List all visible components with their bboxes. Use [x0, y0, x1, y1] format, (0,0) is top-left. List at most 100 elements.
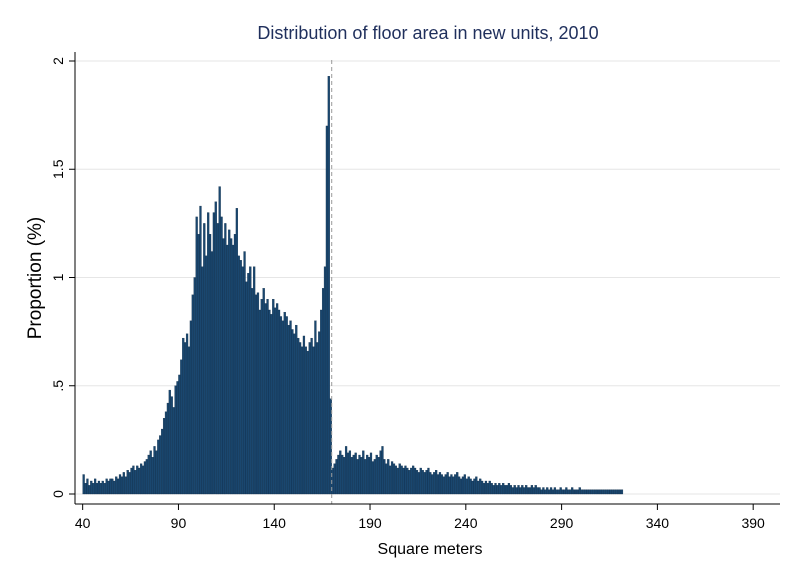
histogram-bar	[385, 463, 388, 495]
histogram-bar	[247, 273, 250, 495]
histogram-bar	[412, 465, 415, 495]
histogram-bar	[615, 489, 618, 495]
histogram-bar	[111, 478, 114, 495]
histogram-bar	[383, 459, 386, 495]
histogram-bar	[159, 435, 162, 495]
histogram-bar	[450, 474, 453, 495]
histogram-bar	[95, 483, 99, 495]
x-tick-label: 40	[75, 515, 91, 531]
y-tick-label: 1.5	[50, 159, 66, 179]
histogram-bar	[484, 480, 488, 495]
histogram-bar	[473, 478, 476, 495]
histogram-bar	[559, 487, 562, 495]
x-tick-label: 290	[550, 515, 574, 531]
histogram-bar	[222, 238, 225, 495]
histogram-bar	[143, 461, 147, 495]
histogram-bar	[576, 489, 579, 495]
histogram-bar	[314, 320, 317, 495]
histogram-bar	[582, 489, 585, 495]
histogram-bar	[544, 489, 547, 495]
histogram-bar	[475, 476, 478, 495]
histogram-bar	[308, 342, 311, 495]
histogram-bar	[419, 467, 422, 495]
histogram-bar	[528, 487, 532, 495]
histogram-bar	[377, 457, 380, 495]
histogram-bar	[620, 489, 624, 495]
histogram-bar	[214, 201, 217, 495]
histogram-bar	[335, 459, 338, 495]
histogram-bar	[423, 472, 426, 495]
histogram-bar	[435, 470, 438, 495]
histogram-bar	[145, 459, 148, 495]
histogram-bar	[498, 483, 501, 495]
histogram-bar	[398, 463, 401, 495]
histogram-bar	[266, 298, 269, 495]
histogram-bar	[128, 472, 131, 495]
histogram-bar	[348, 450, 352, 495]
histogram-bar	[274, 307, 277, 495]
histogram-bar	[364, 459, 367, 495]
histogram-bar	[197, 234, 200, 495]
histogram-bar	[415, 470, 419, 495]
histogram-bar	[597, 489, 601, 495]
histogram-bar	[241, 266, 244, 495]
histogram-bar	[337, 454, 340, 495]
histogram-bar	[193, 277, 196, 495]
histogram-bar	[103, 483, 106, 495]
histogram-bar	[367, 457, 371, 495]
histogram-bar	[136, 465, 139, 495]
histogram-bar	[371, 461, 375, 495]
histogram-bar	[168, 389, 171, 495]
histogram-bar	[122, 472, 125, 495]
x-tick-label: 190	[358, 515, 382, 531]
histogram-bar	[390, 461, 394, 495]
histogram-bar	[270, 314, 273, 495]
histogram-bar	[354, 452, 357, 495]
histogram-bar	[569, 489, 572, 495]
histogram-bar	[488, 480, 491, 495]
histogram-bar	[233, 234, 237, 495]
histogram-bar	[534, 485, 537, 495]
histogram-bar	[433, 472, 436, 495]
histogram-bar	[427, 467, 430, 495]
histogram-bar	[431, 474, 434, 495]
histogram-bar	[480, 480, 484, 495]
histogram-bar	[525, 485, 528, 495]
histogram-bar	[519, 487, 522, 495]
histogram-bar	[548, 489, 551, 495]
histogram-bar	[107, 480, 110, 495]
histogram-bar	[126, 470, 129, 495]
histogram-bar	[346, 452, 350, 495]
histogram-bar	[396, 467, 399, 495]
histogram-bar	[132, 465, 135, 495]
histogram-bar	[563, 489, 566, 495]
histogram-bar	[151, 457, 154, 495]
histogram-bar	[500, 485, 503, 495]
chart-title: Distribution of floor area in new units,…	[257, 23, 598, 43]
histogram-bar	[86, 478, 89, 495]
histogram-bar	[318, 331, 321, 495]
histogram-bar	[339, 450, 342, 495]
histogram-bar	[302, 335, 306, 495]
histogram-bar	[546, 487, 549, 495]
histogram-bar	[201, 266, 204, 495]
histogram-bar	[448, 476, 451, 495]
histogram-bar	[565, 487, 568, 495]
histogram-bar	[316, 342, 319, 495]
histogram-bar	[130, 467, 133, 495]
histogram-bar	[400, 465, 403, 495]
histogram-bar	[375, 454, 378, 495]
histogram-bar	[392, 463, 396, 495]
histogram-bar	[216, 223, 219, 495]
histogram-bar	[113, 480, 116, 495]
histogram-bar	[440, 474, 443, 495]
histogram-bar	[605, 489, 608, 495]
histogram-bar	[341, 454, 344, 495]
histogram-bar	[243, 251, 246, 495]
histogram-bar	[182, 337, 185, 495]
histogram-bar	[109, 478, 112, 495]
histogram-bar	[595, 489, 599, 495]
histogram-bar	[586, 489, 589, 495]
histogram-bar	[254, 294, 258, 495]
